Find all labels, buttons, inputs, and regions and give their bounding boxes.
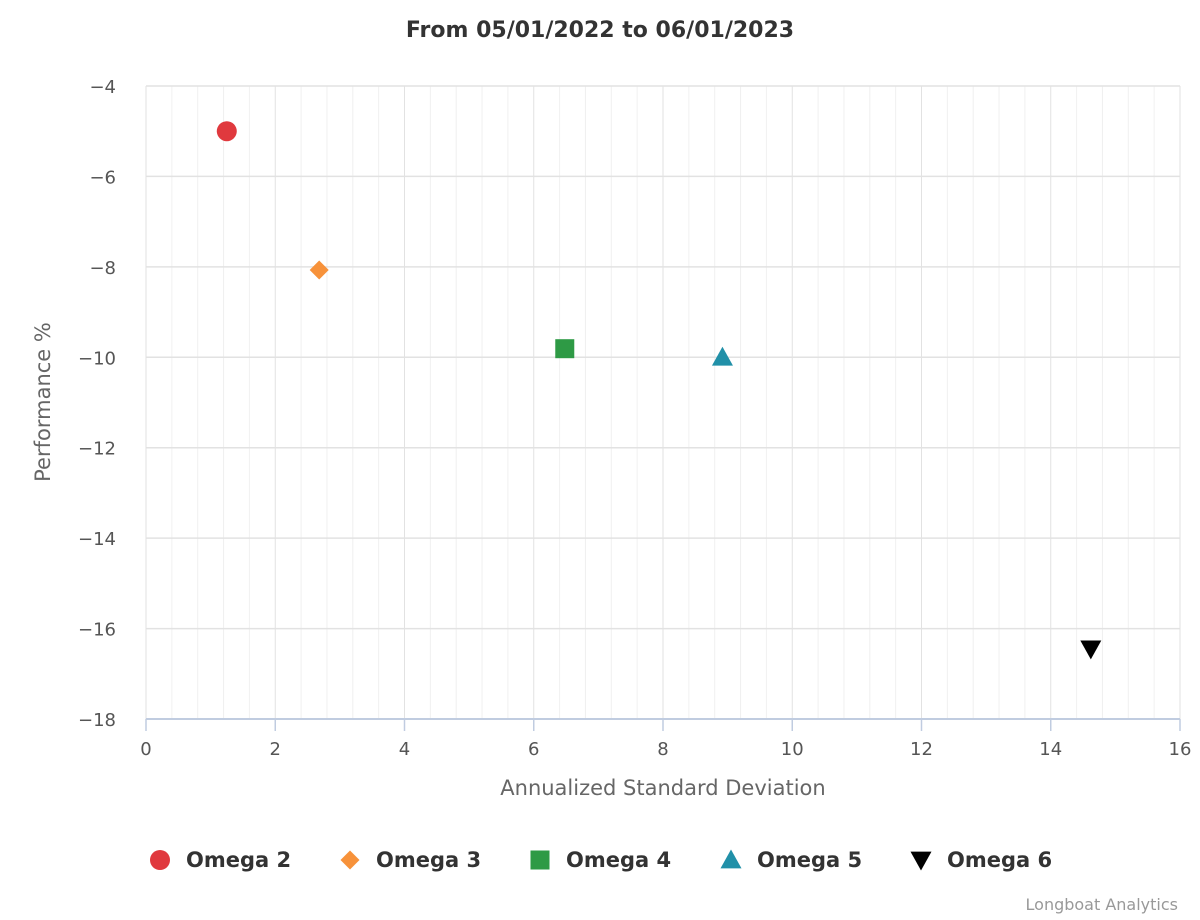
y-tick-label: −8	[89, 258, 116, 279]
legend-label: Omega 6	[947, 848, 1052, 872]
legend-marker-icon	[720, 849, 742, 869]
x-axis-title: Annualized Standard Deviation	[500, 776, 825, 800]
legend-marker-icon	[910, 851, 932, 871]
legend-label: Omega 4	[566, 848, 671, 872]
y-tick-label: −6	[89, 167, 116, 188]
point-omega-3	[309, 260, 329, 280]
legend: Omega 2 Omega 3 Omega 4 Omega 5 Omega 6	[150, 848, 1052, 872]
x-axis-ticks: 0 2 4 6 8 10 12 14 16	[140, 739, 1191, 760]
credit-text: Longboat Analytics	[1026, 895, 1178, 914]
axes	[145, 718, 1181, 731]
legend-label: Omega 3	[376, 848, 481, 872]
y-tick-label: −18	[78, 710, 116, 731]
x-tick-label: 2	[270, 739, 281, 760]
legend-item-omega-2[interactable]: Omega 2	[150, 848, 291, 872]
x-tick-label: 14	[1039, 739, 1062, 760]
x-tick-label: 6	[528, 739, 539, 760]
x-tick-label: 12	[910, 739, 933, 760]
legend-item-omega-4[interactable]: Omega 4	[530, 848, 672, 872]
x-tick-label: 16	[1169, 739, 1192, 760]
point-omega-5	[711, 346, 733, 366]
legend-item-omega-6[interactable]: Omega 6	[910, 848, 1053, 872]
y-axis-title: Performance %	[31, 322, 55, 482]
legend-marker-icon	[530, 850, 550, 870]
minor-gridlines	[171, 86, 1155, 719]
chart-title: From 05/01/2022 to 06/01/2023	[406, 18, 794, 43]
y-tick-label: −4	[89, 77, 116, 98]
data-points	[216, 121, 1102, 660]
point-omega-2	[216, 121, 237, 142]
y-tick-label: −14	[78, 529, 116, 550]
y-tick-label: −10	[78, 348, 116, 369]
x-tick-label: 8	[657, 739, 668, 760]
x-tick-label: 4	[399, 739, 410, 760]
legend-item-omega-5[interactable]: Omega 5	[720, 848, 863, 872]
major-gridlines	[145, 85, 1181, 720]
y-axis-ticks: −4 −6 −8 −10 −12 −14 −16 −18	[78, 77, 116, 731]
legend-marker-icon	[340, 850, 360, 870]
y-tick-label: −12	[78, 439, 116, 460]
legend-label: Omega 5	[757, 848, 862, 872]
y-tick-label: −16	[78, 620, 116, 641]
x-tick-label: 10	[781, 739, 804, 760]
point-omega-6	[1080, 640, 1102, 660]
legend-label: Omega 2	[186, 848, 291, 872]
legend-item-omega-3[interactable]: Omega 3	[340, 848, 482, 872]
point-omega-4	[555, 339, 575, 359]
legend-marker-icon	[150, 850, 170, 870]
x-tick-label: 0	[140, 739, 151, 760]
